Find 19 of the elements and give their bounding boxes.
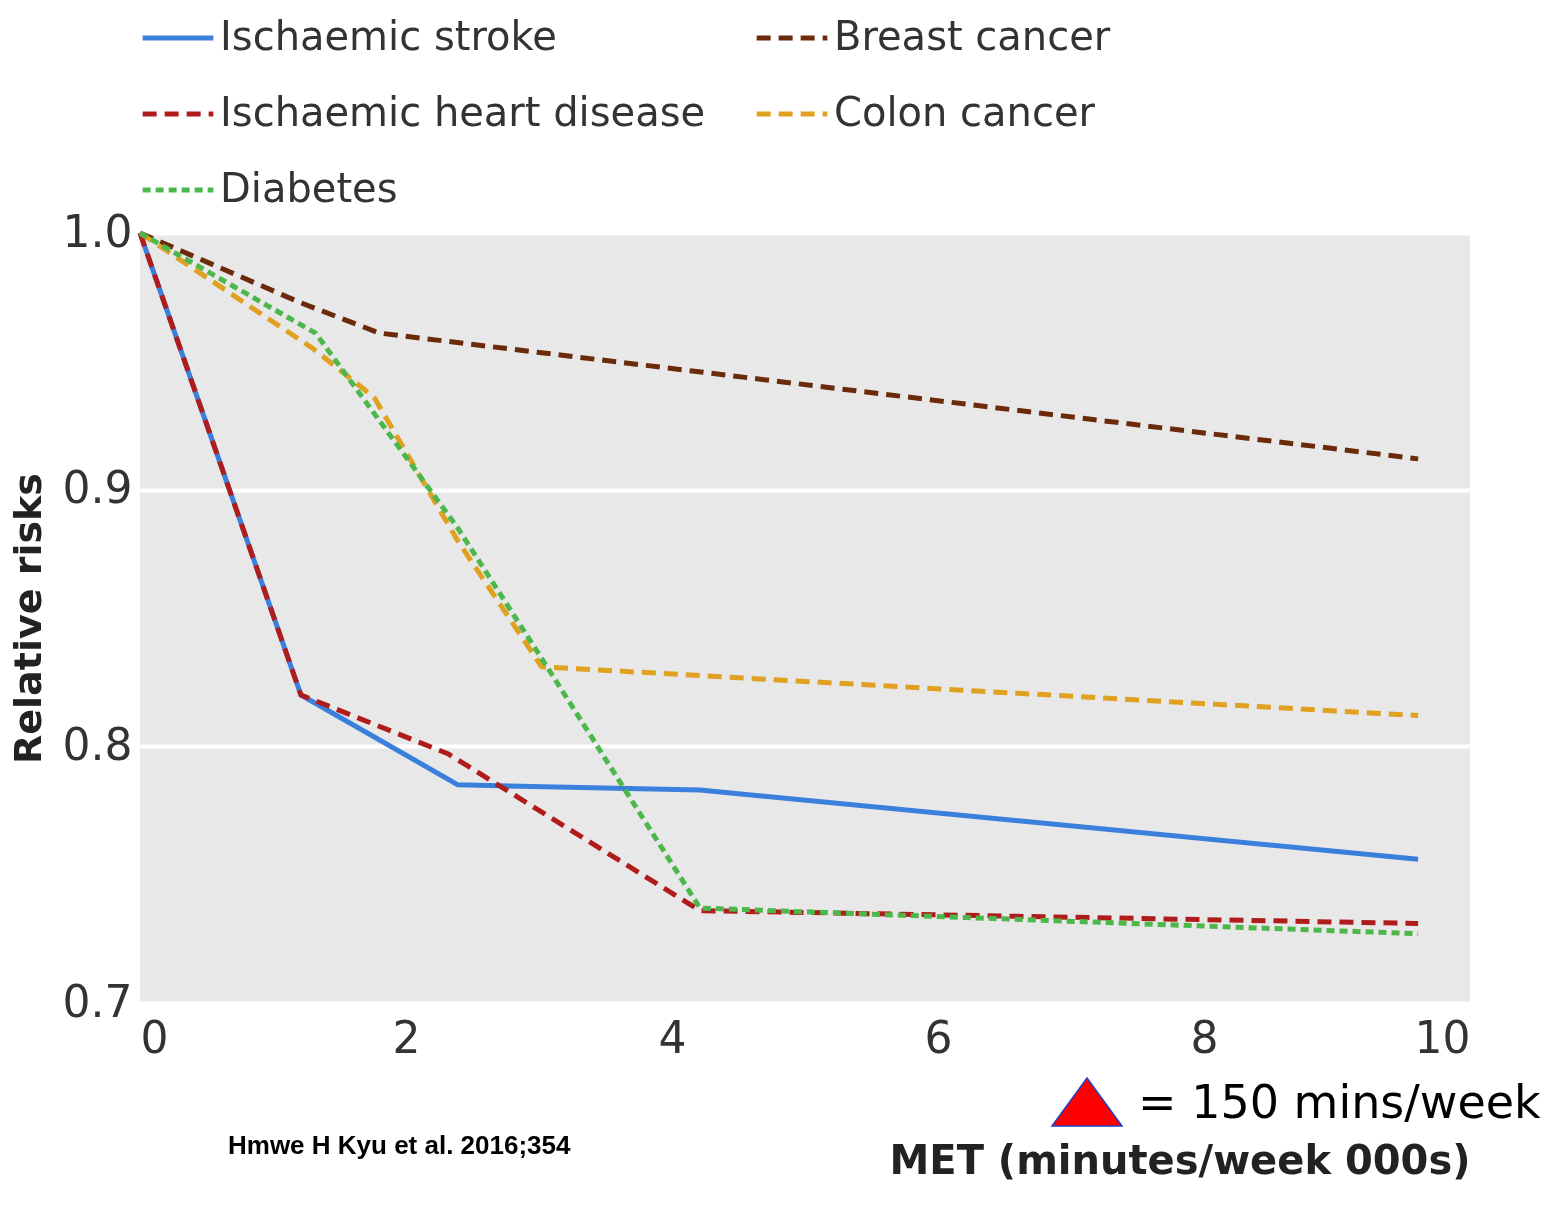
y-tick-label: 0.7 (62, 975, 133, 1027)
x-tick-label: 10 (1414, 1011, 1471, 1063)
x-tick-label: 0 (140, 1011, 169, 1063)
legend-label: Ischaemic heart disease (220, 89, 706, 135)
x-tick-label: 6 (924, 1011, 953, 1063)
x-tick-label: 8 (1190, 1011, 1219, 1063)
legend-label: Ischaemic stroke (220, 13, 557, 59)
x-tick-label: 4 (658, 1011, 687, 1063)
y-tick-label: 1.0 (62, 205, 133, 257)
y-tick-label: 0.8 (62, 718, 133, 770)
text: = 150 mins/week (1138, 1075, 1541, 1129)
text: Hmwe H Kyu et al. 2016;354 (228, 1130, 571, 1161)
y-axis-title: Relative risks (5, 473, 50, 764)
y-tick-label: 0.9 (62, 462, 133, 514)
legend-label: Colon cancer (834, 89, 1096, 135)
legend-label: Breast cancer (834, 13, 1111, 59)
x-axis-title: MET (minutes/week 000s) (889, 1136, 1471, 1183)
x-tick-label: 2 (392, 1011, 421, 1063)
legend-label: Diabetes (220, 165, 398, 211)
